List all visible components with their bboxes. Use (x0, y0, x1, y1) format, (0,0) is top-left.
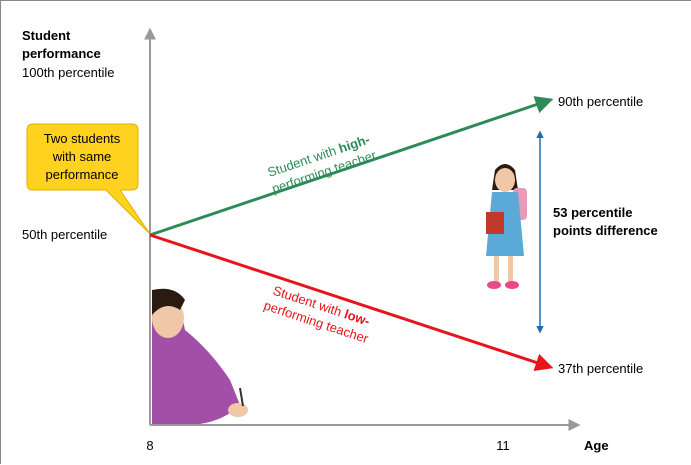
student-standing-image (486, 164, 527, 289)
difference-text: 53 percentile (553, 205, 633, 220)
student-writing-image (152, 288, 248, 424)
callout-text: Two students (44, 131, 121, 146)
y-label-mid: 50th percentile (22, 227, 107, 242)
high-performance-line (149, 96, 554, 237)
y-label-top: 100th percentile (22, 65, 115, 80)
callout-text: performance (46, 167, 119, 182)
difference-text: points difference (553, 223, 658, 238)
x-label-start: 8 (146, 438, 153, 453)
callout-text: with same (52, 149, 112, 164)
x-label-end: 11 (496, 438, 510, 453)
y-axis-title: performance (22, 46, 101, 61)
high-end-label: 90th percentile (558, 94, 643, 109)
low-performance-line (149, 233, 554, 372)
high-line-label: Student with high- performing teacher (266, 132, 379, 197)
x-axis-title: Age (584, 438, 609, 453)
callout: Two students with same performance (26, 123, 151, 235)
y-axis-title: Student (22, 28, 71, 43)
low-end-label: 37th percentile (558, 361, 643, 376)
